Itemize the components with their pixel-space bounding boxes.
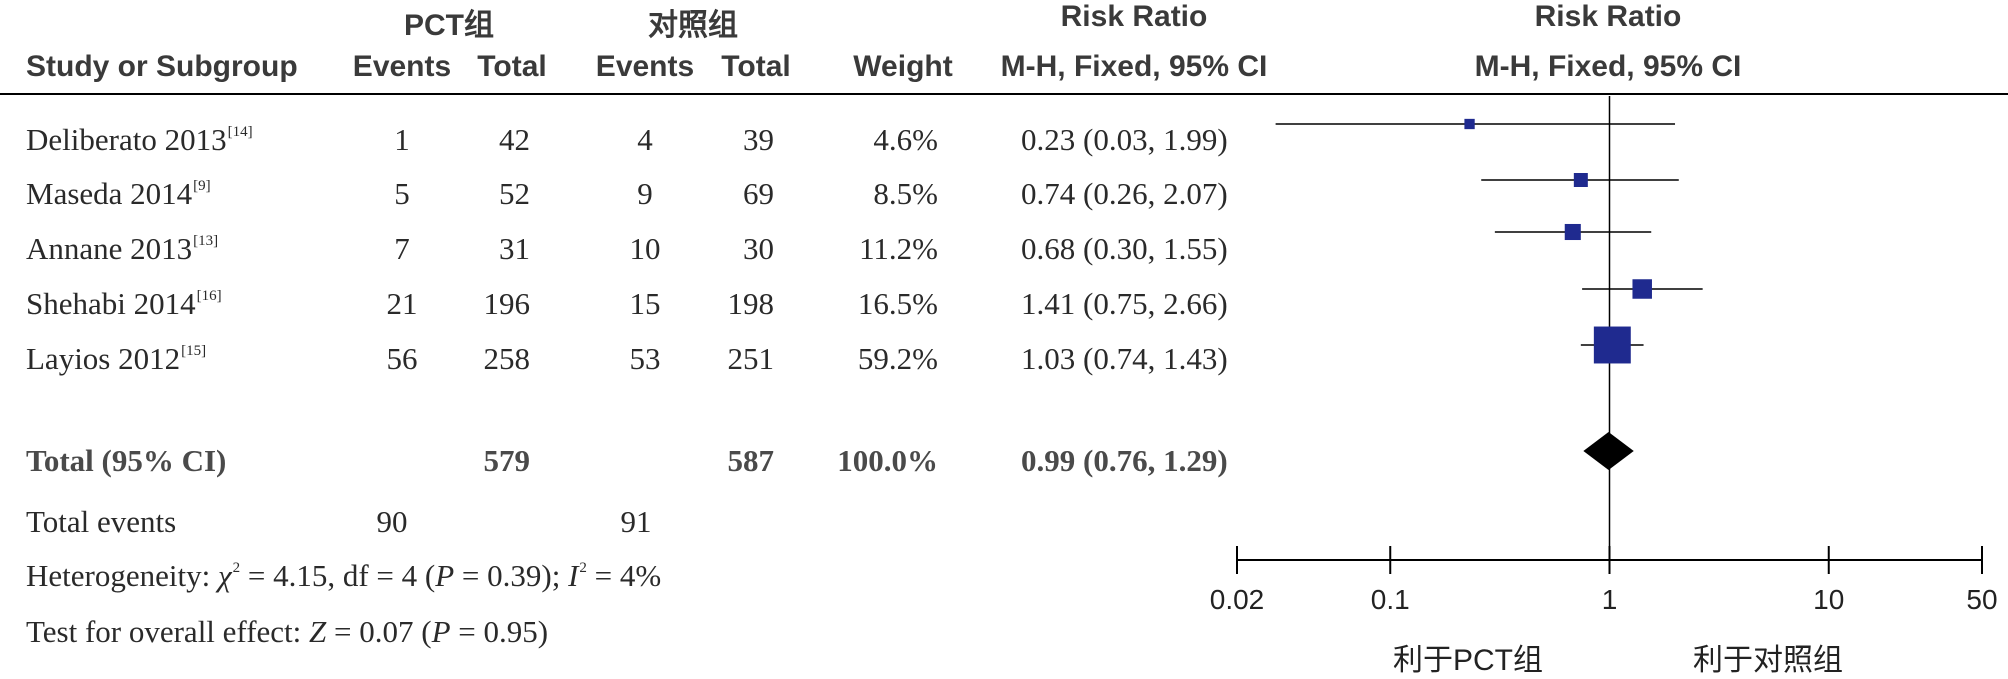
- study-marker: [1564, 223, 1581, 241]
- events-control: 53: [629, 341, 661, 376]
- events-pct: 5: [394, 176, 410, 211]
- heterogeneity-text: Heterogeneity: χ2 = 4.15, df = 4 (P = 0.…: [26, 558, 662, 593]
- weight: 4.6%: [873, 122, 938, 157]
- x-tick-label: 0.02: [1210, 584, 1265, 615]
- total-pct: 31: [499, 231, 530, 266]
- study-name: Deliberato 2013[14]: [26, 122, 253, 157]
- study-name: Annane 2013[13]: [26, 231, 219, 266]
- events-pct: 21: [386, 286, 418, 321]
- study-name: Layios 2012[15]: [26, 341, 207, 376]
- x-tick-label: 10: [1813, 584, 1844, 615]
- study-column-header: Study or Subgroup: [26, 50, 298, 83]
- total-label: Total (95% CI): [26, 443, 227, 478]
- total-control: 251: [727, 341, 775, 376]
- weight: 8.5%: [873, 176, 938, 211]
- x-tick-label: 50: [1966, 584, 1997, 615]
- group-control-header: 对照组: [648, 9, 738, 42]
- study-marker: [1573, 173, 1588, 187]
- study-name: Maseda 2014[9]: [26, 176, 211, 211]
- events-pct: 56: [386, 341, 418, 376]
- table-row: Annane 2013[13] 7 31 10 30 11.2% 0.68 (0…: [0, 231, 1280, 271]
- events-control-header: Events: [595, 50, 695, 83]
- total-control-header: Total: [721, 50, 791, 83]
- method-column-header: M-H, Fixed, 95% CI: [1000, 50, 1268, 83]
- group-pct-header: PCT组: [404, 9, 494, 42]
- ci-text: 1.41 (0.75, 2.66): [1021, 286, 1228, 321]
- x-tick-label: 0.1: [1371, 584, 1410, 615]
- study-name: Shehabi 2014[16]: [26, 286, 222, 321]
- table-row: Shehabi 2014[16] 21 196 15 198 16.5% 1.4…: [0, 286, 1280, 326]
- weight-header: Weight: [853, 50, 953, 83]
- table-row: Deliberato 2013[14] 1 42 4 39 4.6% 0.23 …: [0, 122, 1280, 162]
- study-marker: [1632, 279, 1652, 299]
- weight: 59.2%: [857, 341, 938, 376]
- overall-effect-text: Test for overall effect: Z = 0.07 (P = 0…: [26, 614, 549, 649]
- events-control: 4: [637, 122, 653, 157]
- total-pct: 579: [483, 443, 531, 478]
- total-pct: 196: [483, 286, 531, 321]
- table-row: Layios 2012[15] 56 258 53 251 59.2% 1.03…: [0, 341, 1280, 381]
- events-control: 9: [637, 176, 653, 211]
- events-control: 15: [629, 286, 661, 321]
- study-marker: [1464, 118, 1475, 130]
- total-pct: 52: [499, 176, 530, 211]
- total-control: 39: [743, 122, 774, 157]
- x-tick-label: 1: [1602, 584, 1618, 615]
- ci-text: 0.68 (0.30, 1.55): [1021, 231, 1228, 266]
- total-events-pct: 90: [376, 504, 408, 539]
- ci-text: 0.23 (0.03, 1.99): [1021, 122, 1228, 157]
- total-pct: 42: [499, 122, 530, 157]
- events-control: 10: [629, 231, 661, 266]
- total-control: 69: [743, 176, 774, 211]
- ci-text: 1.03 (0.74, 1.43): [1021, 341, 1228, 376]
- risk-ratio-plot-header: Risk Ratio: [1534, 0, 1682, 33]
- total-events-control: 91: [620, 504, 652, 539]
- weight: 16.5%: [857, 286, 938, 321]
- total-events-label: Total events: [26, 504, 177, 539]
- total-weight: 100.0%: [837, 443, 938, 478]
- events-pct-header: Events: [352, 50, 452, 83]
- total-control: 198: [727, 286, 775, 321]
- total-ci-text: 0.99 (0.76, 1.29): [1021, 443, 1228, 478]
- total-control: 30: [743, 231, 774, 266]
- weight: 11.2%: [859, 231, 938, 266]
- total-pct: 258: [483, 341, 531, 376]
- total-control: 587: [727, 443, 775, 478]
- ci-text: 0.74 (0.26, 2.07): [1021, 176, 1228, 211]
- pooled-diamond: [1583, 432, 1634, 470]
- risk-ratio-column-header: Risk Ratio: [1060, 0, 1208, 33]
- total-pct-header: Total: [477, 50, 547, 83]
- study-marker: [1593, 326, 1631, 364]
- table-row: Maseda 2014[9] 5 52 9 69 8.5% 0.74 (0.26…: [0, 176, 1280, 216]
- total-events-row: Total events 90 91: [0, 504, 1280, 544]
- events-pct: 7: [394, 231, 410, 266]
- total-row: Total (95% CI) 579 587 100.0% 0.99 (0.76…: [0, 443, 1280, 483]
- method-plot-header: M-H, Fixed, 95% CI: [1474, 50, 1742, 83]
- events-pct: 1: [394, 122, 410, 157]
